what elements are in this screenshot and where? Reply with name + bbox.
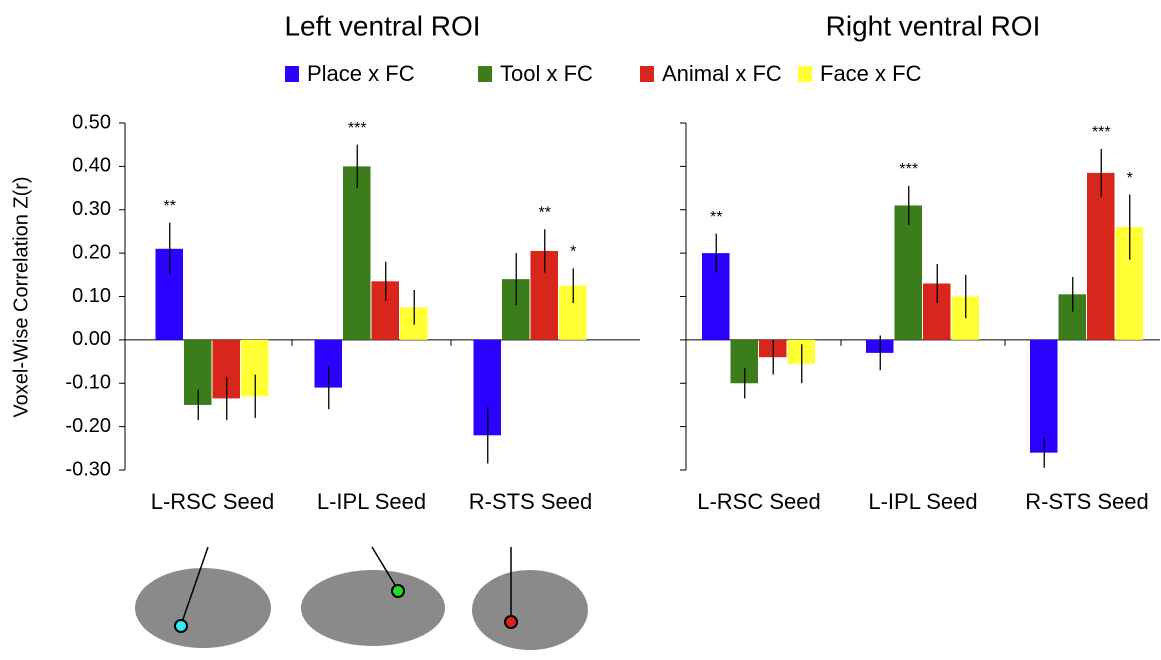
bar <box>1030 339 1058 453</box>
brain-image <box>135 568 271 648</box>
legend-swatch <box>640 66 654 82</box>
significance-label: ** <box>710 209 722 226</box>
x-tick-label: L-RSC Seed <box>697 489 821 514</box>
y-tick-label: 0.00 <box>72 328 111 350</box>
y-tick-label: 0.40 <box>72 155 111 177</box>
y-tick-label: -0.10 <box>65 372 111 394</box>
pointer <box>180 546 209 626</box>
chart-title: Left ventral ROI <box>284 10 480 41</box>
y-tick-label: 0.50 <box>72 111 111 133</box>
x-tick-label: L-IPL Seed <box>868 489 977 514</box>
x-tick-label: R-STS Seed <box>469 489 593 514</box>
significance-label: * <box>1127 170 1133 187</box>
bar <box>1087 172 1115 340</box>
bar <box>894 205 922 340</box>
brain-image <box>472 570 588 650</box>
legend-label: Animal x FC <box>662 61 782 86</box>
legend-label: Tool x FC <box>500 61 593 86</box>
y-tick-label: 0.10 <box>72 285 111 307</box>
significance-label: ** <box>164 198 176 215</box>
brain-images <box>135 546 588 650</box>
seed <box>504 615 518 629</box>
bar <box>343 166 371 340</box>
chart-title: Right ventral ROI <box>826 10 1041 41</box>
legend-swatch <box>478 66 492 82</box>
legend-label: Place x FC <box>307 61 415 86</box>
brain-image <box>301 570 445 646</box>
significance-label: ** <box>539 204 551 221</box>
significance-label: * <box>570 244 576 261</box>
y-tick-label: -0.30 <box>65 458 111 480</box>
y-axis-label: Voxel-Wise Correlation Z(r) <box>10 176 32 417</box>
significance-label: *** <box>1092 124 1111 141</box>
x-tick-label: L-IPL Seed <box>317 489 426 514</box>
legend-swatch <box>798 66 812 82</box>
legend-swatch <box>285 66 299 82</box>
seed <box>174 619 188 633</box>
x-tick-label: R-STS Seed <box>1025 489 1149 514</box>
legend-label: Face x FC <box>820 61 922 86</box>
y-tick-label: 0.30 <box>72 198 111 220</box>
significance-label: *** <box>899 161 918 178</box>
pointer <box>371 546 399 591</box>
y-tick-label: -0.20 <box>65 415 111 437</box>
significance-label: *** <box>348 120 367 137</box>
x-tick-label: L-RSC Seed <box>151 489 275 514</box>
seed <box>391 584 405 598</box>
y-tick-label: 0.20 <box>72 241 111 263</box>
